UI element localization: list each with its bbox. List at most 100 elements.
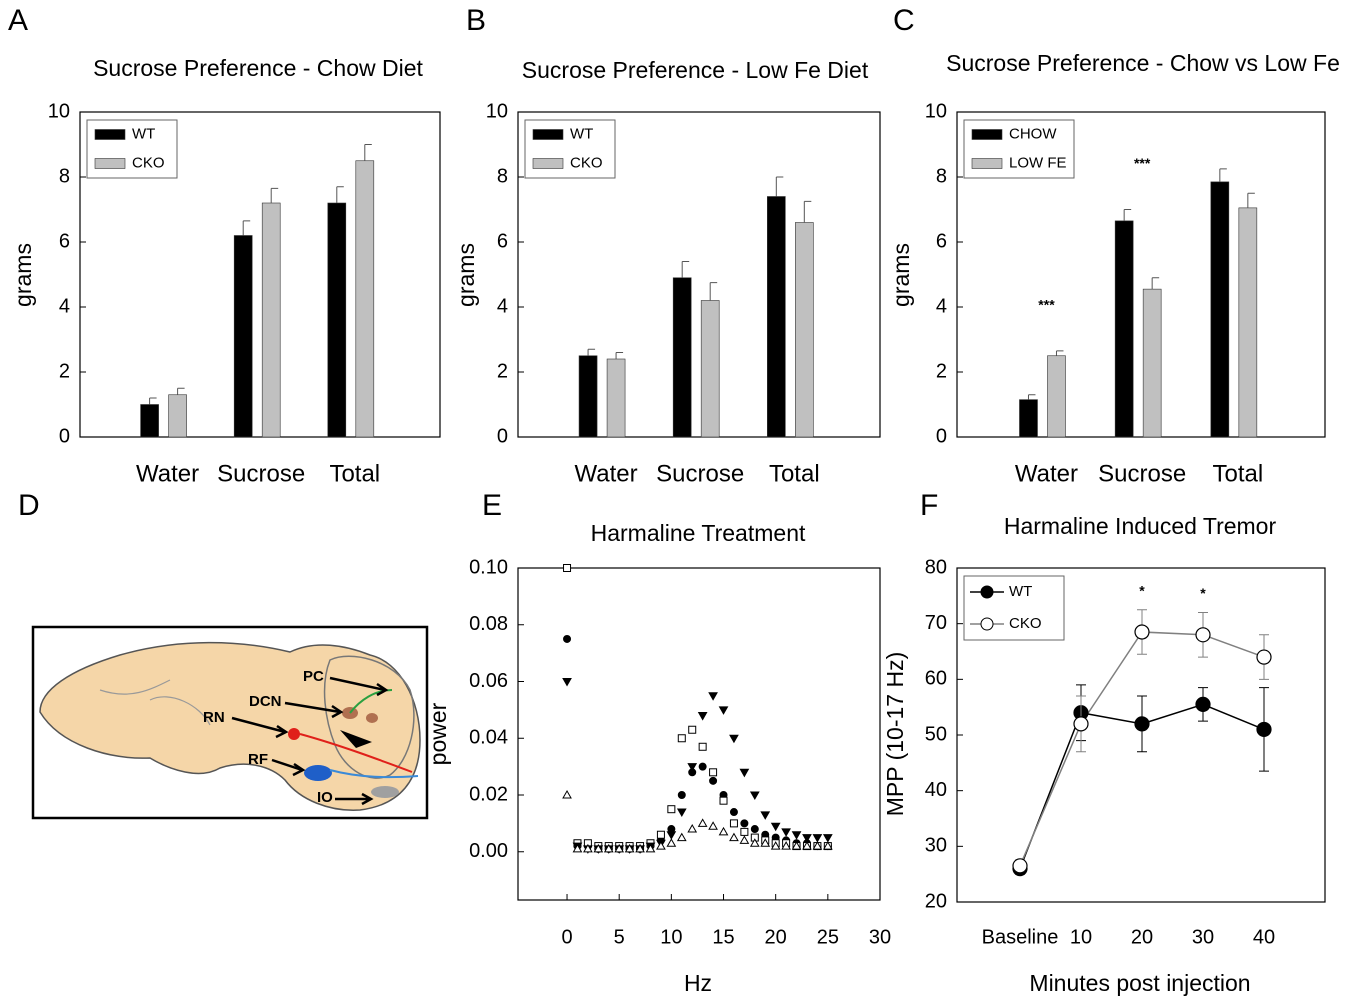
y-tick-label: 0.02 [469, 783, 508, 805]
error-bar [242, 220, 251, 236]
label-dcn: DCN [249, 693, 282, 710]
point [603, 843, 614, 853]
point [1073, 716, 1089, 732]
error-bar [681, 261, 690, 278]
y-tick-label: 8 [936, 165, 947, 187]
error-bar [149, 397, 157, 405]
error-bar [1219, 168, 1227, 182]
error-bar [1123, 209, 1132, 221]
sulcus [99, 679, 211, 726]
point [729, 734, 739, 744]
x-category-label: Sucrose [1098, 460, 1186, 487]
y-tick-label: 6 [59, 230, 70, 252]
y-tick-label: 80 [925, 556, 947, 578]
point [677, 791, 686, 800]
point [645, 843, 656, 853]
y-tick-label: 4 [59, 295, 70, 317]
error-bar [177, 387, 185, 395]
point [1134, 624, 1150, 640]
legend-marker [980, 617, 994, 631]
error-bar [364, 144, 372, 161]
rf-nucleus [304, 765, 332, 781]
x-category-label: Water [136, 460, 199, 487]
point [729, 832, 739, 842]
y-tick-label: 0 [59, 425, 70, 447]
point [697, 712, 708, 721]
panel-letter: C [893, 4, 915, 37]
y-tick-label: 2 [936, 360, 947, 382]
point [770, 841, 781, 850]
bar [140, 404, 159, 438]
y-tick-label: 8 [497, 165, 508, 187]
chart-title: Sucrose Preference - Chow vs Low Fe [946, 50, 1340, 76]
legend-marker [980, 585, 994, 599]
point [781, 828, 791, 837]
y-tick-label: 0.00 [469, 840, 508, 862]
y-tick-label: 6 [936, 230, 947, 252]
bar [767, 196, 786, 438]
bar [578, 355, 598, 438]
plot-frame [956, 111, 1326, 438]
y-tick-label: 10 [48, 100, 70, 122]
point [709, 776, 718, 785]
panel-letter: F [920, 489, 938, 522]
y-tick-label: 0.10 [469, 556, 508, 578]
point [739, 835, 750, 844]
chart-title: Sucrose Preference - Low Fe Diet [522, 57, 869, 83]
point [563, 634, 572, 643]
bar [233, 235, 253, 438]
diagram-labels: PC DCN RN RF IO [203, 668, 333, 806]
x-category-label: Total [769, 460, 820, 487]
point [770, 822, 781, 832]
y-tick-label: 8 [59, 165, 70, 187]
x-category-label: 20 [1131, 926, 1153, 948]
point [562, 678, 572, 687]
rn-nucleus [288, 728, 300, 740]
point [624, 843, 635, 853]
chart-title: Harmaline Treatment [591, 520, 806, 546]
legend-label: WT [132, 125, 155, 142]
point [1256, 721, 1272, 738]
point [656, 830, 665, 839]
point [749, 791, 760, 801]
bar [1019, 399, 1038, 438]
point [688, 725, 697, 734]
significance: *** [1134, 155, 1151, 171]
point [656, 841, 666, 850]
point [719, 796, 728, 805]
legend-label: CKO [570, 154, 603, 171]
point [667, 805, 676, 814]
point [718, 706, 729, 715]
legend-label: CHOW [1009, 125, 1057, 142]
y-tick-label: 0 [497, 425, 508, 447]
x-tick-label: 10 [660, 926, 682, 948]
error-bar [587, 348, 596, 356]
point [709, 768, 718, 777]
bar [261, 202, 281, 438]
point [749, 838, 760, 847]
error-bar [775, 176, 784, 197]
pc-cell [366, 713, 378, 723]
legend-label: CKO [132, 154, 165, 171]
panel-letter: D [18, 489, 40, 522]
panel: F Harmaline Induced Tremor MPP (10-17 Hz) M… [882, 489, 1326, 996]
point [563, 564, 572, 572]
legend-label: LOW FE [1009, 154, 1067, 171]
y-tick-label: 60 [925, 668, 947, 690]
point [740, 819, 749, 828]
chart-title: Harmaline Induced Tremor [1004, 513, 1277, 539]
point [1012, 858, 1028, 874]
error-bar [336, 186, 344, 203]
point [562, 790, 572, 799]
point [677, 734, 686, 743]
error-bar [270, 187, 279, 203]
bar [355, 160, 375, 438]
point [698, 762, 707, 771]
point [1256, 649, 1272, 665]
label-rn: RN [203, 709, 225, 726]
point [697, 818, 708, 827]
cerebellum [323, 655, 415, 779]
label-rf: RF [248, 751, 268, 768]
